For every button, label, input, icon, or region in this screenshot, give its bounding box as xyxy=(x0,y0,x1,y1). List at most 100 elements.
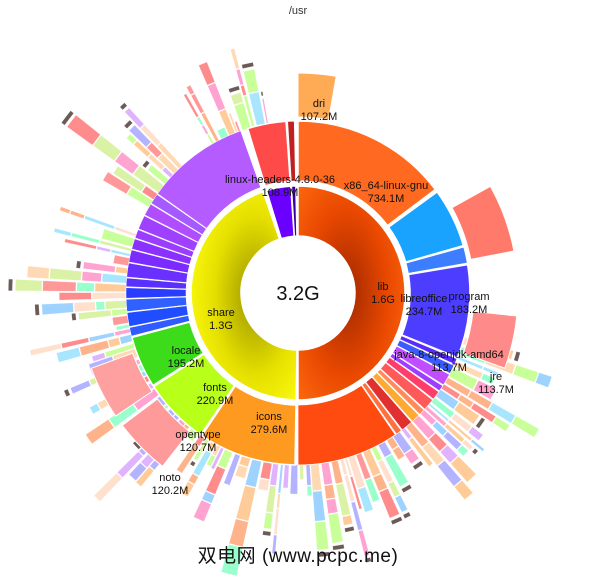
subdirectory-segment[interactable] xyxy=(113,166,146,192)
subdirectory-segment[interactable] xyxy=(26,265,50,279)
subdirectory-segment[interactable] xyxy=(128,462,147,481)
subdirectory-segment[interactable] xyxy=(511,415,540,438)
subdirectory-segment[interactable] xyxy=(94,283,127,292)
subdirectory-segment[interactable] xyxy=(468,426,484,441)
segment-lib-child[interactable] xyxy=(361,382,402,435)
subdirectory-segment[interactable] xyxy=(473,380,497,400)
subdirectory-segment[interactable] xyxy=(350,501,363,531)
subdirectory-segment[interactable] xyxy=(379,488,400,519)
subdirectory-segment[interactable] xyxy=(260,461,273,480)
segment-share-child[interactable] xyxy=(125,287,187,299)
subdirectory-segment[interactable] xyxy=(342,514,353,526)
subdirectory-marker[interactable] xyxy=(71,313,77,321)
subdirectory-segment[interactable] xyxy=(428,432,448,452)
subdirectory-segment[interactable] xyxy=(190,93,205,114)
subdirectory-segment[interactable] xyxy=(82,261,116,273)
subdirectory-segment[interactable] xyxy=(384,454,409,487)
subdirectory-segment[interactable] xyxy=(176,443,200,474)
subdirectory-segment[interactable] xyxy=(110,249,131,257)
subdirectory-segment[interactable] xyxy=(124,107,145,129)
subdirectory-segment[interactable] xyxy=(372,473,388,492)
subdirectory-segment[interactable] xyxy=(271,534,278,554)
segment-share-child[interactable] xyxy=(134,229,195,258)
subdirectory-segment[interactable] xyxy=(146,142,163,158)
segment-lib-child[interactable] xyxy=(399,335,458,365)
subdirectory-segment[interactable] xyxy=(326,498,338,514)
subdirectory-segment[interactable] xyxy=(440,444,459,464)
subdirectory-marker[interactable] xyxy=(401,484,412,493)
segment-lib-child[interactable] xyxy=(405,246,468,275)
subdirectory-segment[interactable] xyxy=(59,206,71,214)
subdirectory-segment[interactable] xyxy=(89,403,101,415)
subdirectory-marker[interactable] xyxy=(119,102,128,111)
subdirectory-marker[interactable] xyxy=(260,91,264,97)
subdirectory-segment[interactable] xyxy=(207,82,226,112)
subdirectory-segment[interactable] xyxy=(66,114,101,146)
subdirectory-segment[interactable] xyxy=(344,474,355,502)
segment-noto[interactable] xyxy=(121,398,191,468)
subdirectory-segment[interactable] xyxy=(299,464,304,480)
subdirectory-segment[interactable] xyxy=(198,61,216,86)
subdirectory-segment[interactable] xyxy=(263,512,274,530)
segment-share-child[interactable] xyxy=(150,194,207,235)
subdirectory-marker[interactable] xyxy=(61,110,74,126)
subdirectory-marker[interactable] xyxy=(390,516,403,525)
subdirectory-segment[interactable] xyxy=(457,444,469,457)
subdirectory-segment[interactable] xyxy=(432,421,448,436)
segment-x86_64-linux-gnu[interactable] xyxy=(297,120,437,227)
segment-share-child[interactable] xyxy=(157,130,261,229)
subdirectory-segment[interactable] xyxy=(113,254,130,266)
segment-share-child[interactable] xyxy=(125,277,187,290)
subdirectory-marker[interactable] xyxy=(365,557,372,563)
subdirectory-segment[interactable] xyxy=(115,266,128,274)
segment-lib-child[interactable] xyxy=(392,345,450,386)
segment-icons[interactable] xyxy=(200,384,297,466)
subdirectory-segment[interactable] xyxy=(56,347,82,363)
segment-jre[interactable] xyxy=(462,310,518,369)
segment-fonts[interactable] xyxy=(152,352,236,436)
segment-lib-child[interactable] xyxy=(372,372,420,422)
subdirectory-marker[interactable] xyxy=(402,511,411,519)
segment-share-child[interactable] xyxy=(144,203,203,243)
subdirectory-segment[interactable] xyxy=(408,437,433,467)
subdirectory-marker[interactable] xyxy=(241,62,254,69)
segment-lib-child[interactable] xyxy=(365,376,412,431)
subdirectory-marker[interactable] xyxy=(262,530,271,536)
segment-opentype[interactable] xyxy=(90,352,153,417)
subdirectory-segment[interactable] xyxy=(112,315,129,326)
subdirectory-segment[interactable] xyxy=(467,390,493,410)
segment-share-child[interactable] xyxy=(126,262,189,283)
subdirectory-segment[interactable] xyxy=(95,301,105,311)
segment-other-dir[interactable] xyxy=(290,185,298,237)
segment-share-child[interactable] xyxy=(131,238,193,265)
subdirectory-segment[interactable] xyxy=(117,451,144,478)
subdirectory-marker[interactable] xyxy=(76,260,82,269)
subdirectory-segment[interactable] xyxy=(192,450,212,477)
subdirectory-segment[interactable] xyxy=(88,332,115,342)
segment-lib-child[interactable] xyxy=(385,356,440,400)
subdirectory-marker[interactable] xyxy=(475,417,486,429)
segment-lib-child[interactable] xyxy=(380,362,434,410)
subdirectory-segment[interactable] xyxy=(221,544,243,576)
subdirectory-segment[interactable] xyxy=(59,292,92,301)
subdirectory-segment[interactable] xyxy=(240,85,247,96)
subdirectory-segment[interactable] xyxy=(437,460,462,487)
subdirectory-marker[interactable] xyxy=(344,526,355,533)
subdirectory-segment[interactable] xyxy=(480,373,495,385)
segment-share-child[interactable] xyxy=(128,249,190,274)
subdirectory-marker[interactable] xyxy=(332,544,345,551)
subdirectory-segment[interactable] xyxy=(470,439,485,452)
subdirectory-segment[interactable] xyxy=(61,337,90,349)
segment-share-child[interactable] xyxy=(126,305,189,327)
segment-share[interactable] xyxy=(190,190,298,401)
subdirectory-segment[interactable] xyxy=(277,463,284,494)
subdirectory-segment[interactable] xyxy=(257,478,270,491)
subdirectory-segment[interactable] xyxy=(321,462,333,486)
subdirectory-segment[interactable] xyxy=(133,140,151,158)
subdirectory-segment[interactable] xyxy=(273,508,280,535)
subdirectory-segment[interactable] xyxy=(377,459,394,483)
subdirectory-segment[interactable] xyxy=(102,171,132,195)
subdirectory-segment[interactable] xyxy=(243,69,259,94)
subdirectory-segment[interactable] xyxy=(193,499,212,522)
